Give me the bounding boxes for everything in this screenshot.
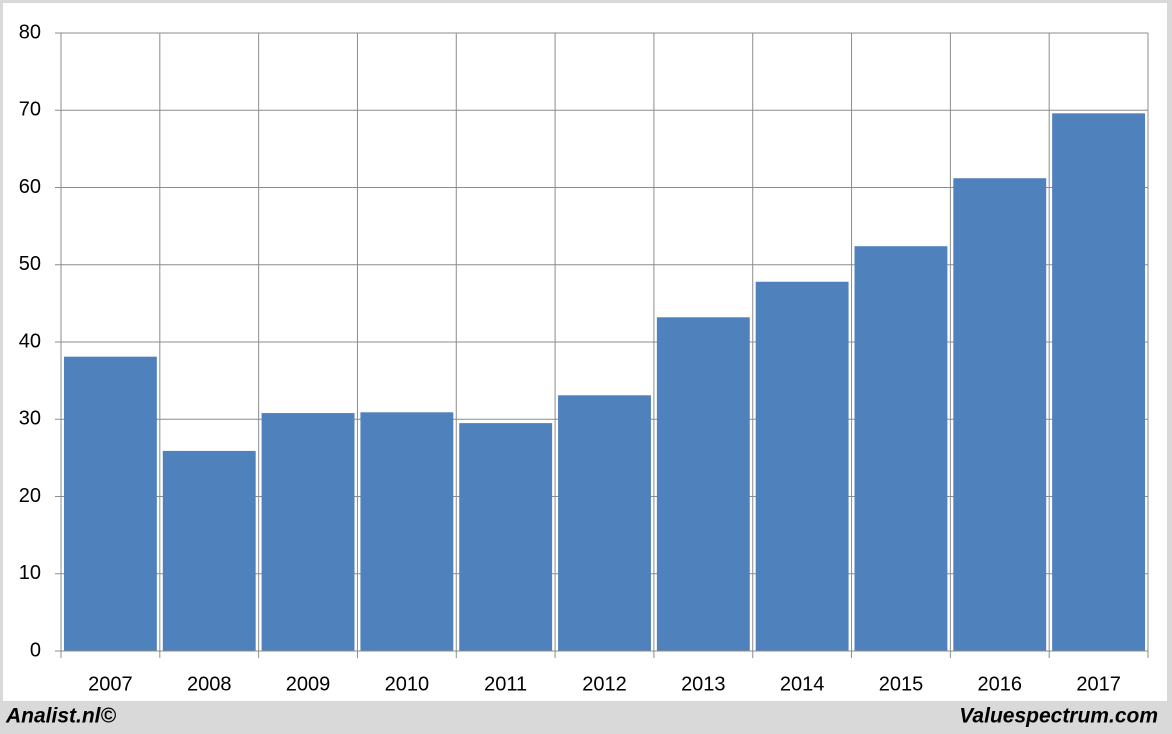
x-tick-label: 2012 [582, 673, 627, 695]
bar [558, 395, 651, 651]
bar [755, 281, 849, 651]
x-tick-label: 2011 [484, 673, 527, 695]
bar [459, 423, 553, 651]
bar [162, 450, 256, 651]
x-tick-label: 2010 [385, 673, 430, 695]
footer-left: Analist.nl© [5, 705, 117, 728]
y-tick-label: 60 [19, 176, 41, 198]
bar [656, 317, 750, 651]
bar [1052, 113, 1146, 652]
y-tick-label: 50 [19, 253, 41, 275]
footer-right: Valuespectrum.com [959, 705, 1158, 728]
y-tick-label: 70 [19, 99, 41, 121]
bar [261, 413, 355, 651]
x-tick-label: 2016 [978, 673, 1023, 695]
x-tick-label: 2013 [681, 673, 726, 695]
x-tick-label: 2014 [780, 673, 825, 695]
x-tick-label: 2017 [1076, 673, 1121, 695]
y-tick-label: 20 [19, 485, 41, 507]
y-tick-label: 80 [19, 21, 41, 43]
x-tick-label: 2015 [879, 673, 924, 695]
bar [63, 356, 157, 651]
x-tick-label: 2007 [88, 673, 133, 695]
y-tick-label: 40 [19, 330, 41, 352]
x-tick-label: 2008 [187, 673, 232, 695]
x-tick-label: 2009 [286, 673, 331, 695]
bar [360, 412, 454, 651]
bar [953, 178, 1047, 652]
bar [854, 246, 948, 651]
y-tick-label: 0 [30, 639, 41, 661]
y-tick-label: 30 [19, 408, 41, 430]
y-tick-label: 10 [19, 562, 41, 584]
